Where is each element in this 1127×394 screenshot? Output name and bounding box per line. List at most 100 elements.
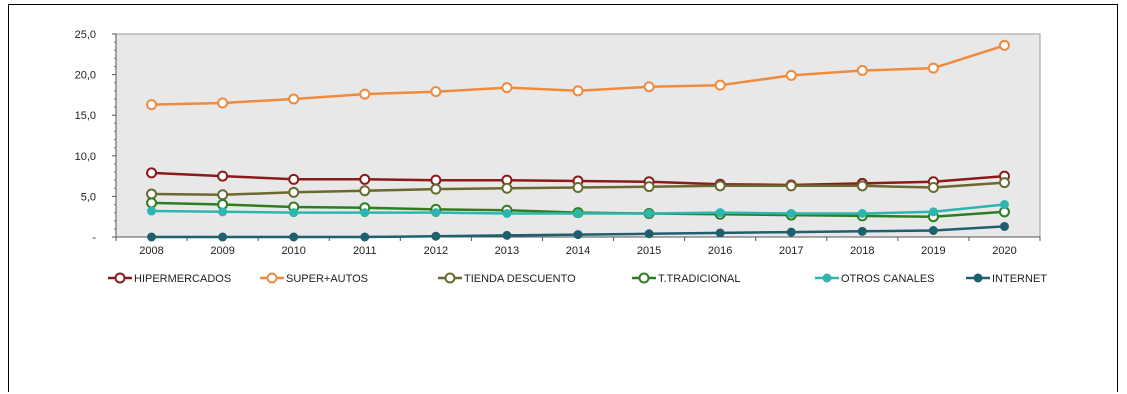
data-point (501, 82, 513, 94)
axis-layer: - 5,0 10,0 15,0 20,0 25,0 2008 2009 2010 2011 2012… (75, 29, 1041, 257)
data-point (644, 208, 654, 218)
legend-swatch-marker (822, 273, 832, 283)
data-point (360, 232, 370, 242)
data-point (715, 208, 725, 218)
data-point (430, 86, 442, 98)
data-point (927, 181, 939, 193)
data-point (857, 226, 867, 236)
data-point (785, 69, 797, 81)
data-point (714, 180, 726, 192)
data-point (288, 173, 300, 185)
data-point (146, 197, 158, 209)
legend-swatch-marker (444, 272, 456, 284)
data-point (857, 208, 867, 218)
data-point (714, 79, 726, 91)
series-layer (146, 39, 1010, 242)
legend-label: T.TRADICIONAL (658, 273, 741, 285)
data-point (288, 186, 300, 198)
x-tick-label: 2015 (637, 245, 661, 257)
legend-item: OTROS CANALES (815, 273, 935, 285)
legend: HIPERMERCADOS SUPER+AUTOS TIENDA DESCUENTO… (108, 272, 1047, 285)
y-tick-label: 10,0 (75, 151, 96, 163)
data-point (146, 188, 158, 200)
legend-item: INTERNET (966, 273, 1047, 285)
data-point (998, 177, 1010, 189)
data-point (502, 230, 512, 240)
data-point (856, 180, 868, 192)
x-tick-label: 2016 (708, 245, 732, 257)
data-point (217, 97, 229, 109)
legend-item: SUPER+AUTOS (260, 272, 368, 285)
data-point (786, 227, 796, 237)
data-point (288, 93, 300, 105)
data-point (643, 81, 655, 93)
y-tick-label: 25,0 (75, 29, 96, 41)
x-tick-label: 2011 (353, 245, 377, 257)
data-point (147, 206, 157, 216)
legend-item: T.TRADICIONAL (632, 272, 741, 285)
chart-frame (8, 4, 1118, 392)
data-point (928, 207, 938, 217)
x-tick-label: 2014 (566, 245, 590, 257)
legend-item: HIPERMERCADOS (108, 272, 231, 285)
data-point (856, 65, 868, 77)
data-point (359, 88, 371, 100)
legend-label: TIENDA DESCUENTO (464, 273, 576, 285)
data-point (359, 173, 371, 185)
data-point (218, 232, 228, 242)
data-point (502, 208, 512, 218)
data-point (359, 185, 371, 197)
data-point (998, 39, 1010, 51)
x-tick-label: 2017 (779, 245, 803, 257)
data-point (217, 170, 229, 182)
series-otros-canales (147, 200, 1009, 218)
legend-swatch-marker (638, 272, 650, 284)
data-point (501, 182, 513, 194)
legend-label: OTROS CANALES (841, 273, 935, 285)
data-point (573, 230, 583, 240)
data-point (430, 174, 442, 186)
y-tick-label: 20,0 (75, 70, 96, 82)
series-super-autos (146, 39, 1010, 111)
x-tick-label: 2013 (495, 245, 519, 257)
legend-swatch-marker (973, 273, 983, 283)
data-point (289, 208, 299, 218)
data-point (218, 207, 228, 217)
data-point (644, 229, 654, 239)
x-tick-label: 2012 (424, 245, 448, 257)
data-point (146, 99, 158, 111)
data-point (572, 85, 584, 97)
data-point (643, 181, 655, 193)
x-tick-label: 2008 (139, 245, 163, 257)
y-tick-label: 15,0 (75, 110, 96, 122)
data-point (715, 228, 725, 238)
y-tick-label: 5,0 (81, 191, 96, 203)
data-point (928, 226, 938, 236)
data-point (147, 232, 157, 242)
x-tick-label: 2018 (850, 245, 874, 257)
data-point (431, 231, 441, 241)
data-point (289, 232, 299, 242)
legend-item: TIENDA DESCUENTO (438, 272, 576, 285)
data-point (785, 180, 797, 192)
x-tick-label: 2010 (281, 245, 305, 257)
data-point (430, 183, 442, 195)
legend-label: INTERNET (992, 273, 1047, 285)
data-point (927, 62, 939, 74)
data-point (999, 200, 1009, 210)
legend-swatch-marker (114, 272, 126, 284)
data-point (360, 208, 370, 218)
data-point (217, 189, 229, 201)
data-point (431, 208, 441, 218)
x-tick-label: 2020 (992, 245, 1016, 257)
legend-label: SUPER+AUTOS (286, 273, 368, 285)
data-point (146, 167, 158, 179)
series-internet (147, 221, 1009, 242)
y-tick-label: - (92, 232, 96, 244)
legend-swatch-marker (266, 272, 278, 284)
x-tick-label: 2019 (921, 245, 945, 257)
data-point (786, 208, 796, 218)
data-point (572, 181, 584, 193)
x-tick-label: 2009 (210, 245, 234, 257)
